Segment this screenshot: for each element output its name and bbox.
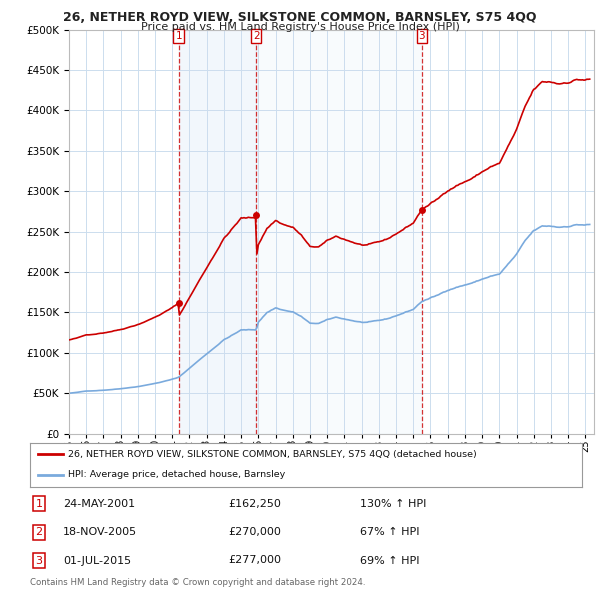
Text: 24-MAY-2001: 24-MAY-2001 (63, 499, 135, 509)
Text: 1: 1 (35, 499, 43, 509)
Text: 130% ↑ HPI: 130% ↑ HPI (360, 499, 427, 509)
Text: 3: 3 (35, 556, 43, 565)
Text: 3: 3 (419, 31, 425, 41)
Bar (179, 30, 256, 434)
Text: 69% ↑ HPI: 69% ↑ HPI (360, 556, 419, 565)
Text: 26, NETHER ROYD VIEW, SILKSTONE COMMON, BARNSLEY, S75 4QQ (detached house): 26, NETHER ROYD VIEW, SILKSTONE COMMON, … (68, 450, 476, 459)
Text: HPI: Average price, detached house, Barnsley: HPI: Average price, detached house, Barn… (68, 470, 285, 479)
Text: £270,000: £270,000 (228, 527, 281, 537)
Point (251, 211, 261, 220)
Text: 2: 2 (253, 31, 260, 41)
Text: 67% ↑ HPI: 67% ↑ HPI (360, 527, 419, 537)
Text: £162,250: £162,250 (228, 499, 281, 509)
Point (174, 298, 184, 307)
Text: 18-NOV-2005: 18-NOV-2005 (63, 527, 137, 537)
Text: Price paid vs. HM Land Registry's House Price Index (HPI): Price paid vs. HM Land Registry's House … (140, 22, 460, 32)
Text: Contains HM Land Registry data © Crown copyright and database right 2024.: Contains HM Land Registry data © Crown c… (30, 578, 365, 586)
Text: £277,000: £277,000 (228, 556, 281, 565)
Text: 1: 1 (175, 31, 182, 41)
Text: 01-JUL-2015: 01-JUL-2015 (63, 556, 131, 565)
Point (417, 205, 427, 215)
Text: 2: 2 (35, 527, 43, 537)
Bar (256, 30, 422, 434)
Text: 26, NETHER ROYD VIEW, SILKSTONE COMMON, BARNSLEY, S75 4QQ: 26, NETHER ROYD VIEW, SILKSTONE COMMON, … (63, 11, 537, 24)
